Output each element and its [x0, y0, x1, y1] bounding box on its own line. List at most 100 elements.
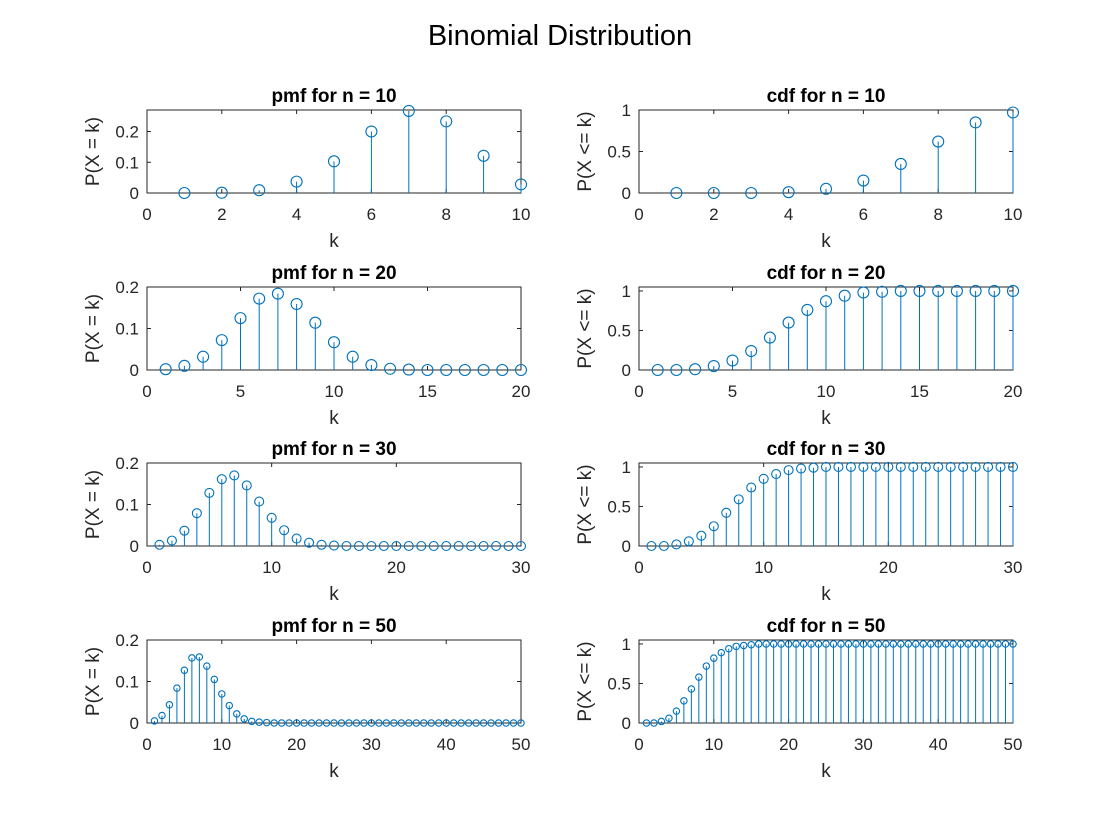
stem-marker: [814, 640, 823, 648]
subplot-5: 0 10 20 30 0 0.1 0.2 pmf for n = 30 k P(X = k): [83, 439, 530, 605]
x-axis-label: k: [329, 408, 339, 429]
stem-marker: [708, 521, 719, 532]
stem-marker: [950, 284, 963, 298]
x-tick-label: 50: [1004, 735, 1023, 754]
stem-marker: [747, 640, 755, 649]
stem-marker: [247, 717, 256, 726]
stem-marker: [440, 115, 453, 128]
stem-marker: [477, 363, 490, 377]
stem-marker: [710, 654, 718, 662]
stem-marker: [746, 482, 757, 493]
stem-marker: [971, 640, 980, 648]
stem-marker: [316, 539, 327, 550]
stem-marker: [732, 642, 740, 651]
x-tick-label: 10: [817, 382, 836, 401]
stem-marker: [412, 719, 421, 727]
stem-marker: [808, 462, 819, 473]
x-tick-label: 0: [634, 735, 643, 754]
y-tick-label: 0: [622, 361, 631, 380]
subplot-title: pmf for n = 20: [271, 263, 396, 284]
stem-marker: [514, 363, 528, 377]
y-axis-label: P(X = k): [83, 470, 104, 539]
stem-marker: [328, 540, 340, 551]
stem-marker: [292, 719, 301, 727]
stem-marker: [969, 116, 982, 129]
x-tick-label: 0: [634, 205, 643, 224]
stem-marker: [382, 719, 391, 727]
stem-marker: [487, 719, 495, 727]
x-axis-label: k: [821, 761, 831, 782]
stem-marker: [366, 540, 377, 552]
x-axis-label: k: [329, 761, 339, 782]
y-axis-label: P(X <= k): [575, 288, 596, 368]
stem-marker: [707, 186, 720, 200]
stem-marker: [933, 461, 944, 472]
stem-marker: [683, 536, 694, 547]
x-tick-label: 0: [142, 735, 151, 754]
stem-marker: [204, 487, 215, 498]
stem-marker: [932, 284, 945, 298]
stem-marker: [403, 540, 414, 552]
stem-marker: [215, 186, 228, 199]
y-tick-label: 0.5: [607, 674, 631, 693]
stem-marker: [515, 540, 527, 552]
stem-marker: [494, 719, 503, 727]
stem-marker: [670, 363, 683, 377]
stem-marker: [882, 640, 890, 648]
stem-marker: [421, 363, 434, 377]
stem-marker: [819, 295, 833, 308]
stem-marker: [166, 535, 177, 546]
stem-marker: [367, 719, 376, 727]
stem-marker: [889, 640, 898, 648]
subplot-1: 0 2 4 6 8 10 0 0.1 0.2 pmf for n = 10 k P(X = k): [83, 86, 530, 252]
subplot-title: cdf for n = 20: [767, 263, 886, 284]
stem-marker: [225, 701, 234, 710]
stem-marker: [502, 719, 510, 727]
y-tick-label: 0: [130, 361, 139, 380]
stem-marker: [440, 363, 453, 377]
stem-marker: [309, 316, 322, 329]
stem-marker: [941, 640, 950, 648]
stem-marker: [852, 640, 860, 648]
stem-marker: [979, 640, 987, 648]
stem-marker: [173, 684, 181, 692]
subplot-title: pmf for n = 50: [271, 616, 396, 637]
y-tick-label: 0.1: [115, 153, 139, 172]
stem-marker: [657, 717, 666, 726]
stem-marker: [503, 540, 514, 552]
stem-marker: [262, 718, 271, 727]
stem-marker: [745, 344, 758, 358]
stem-marker: [707, 359, 720, 373]
stem-marker: [165, 700, 174, 709]
stem-marker: [671, 539, 682, 550]
stem-marker: [650, 719, 658, 727]
stem-marker: [434, 719, 443, 727]
subplot-3: 0 5 10 15 20 0 0.1 0.2 pmf for n = 20 k P(X = k): [83, 263, 530, 429]
stem-marker: [179, 525, 190, 536]
x-tick-label: 50: [512, 735, 531, 754]
stem-marker: [203, 662, 211, 670]
stem-marker: [820, 461, 832, 472]
stem-marker: [375, 719, 383, 727]
y-tick-label: 0: [622, 184, 631, 203]
x-tick-label: 0: [142, 205, 151, 224]
stem-marker: [897, 640, 905, 648]
subplot-title: pmf for n = 10: [271, 86, 396, 107]
x-axis-label: k: [821, 408, 831, 429]
y-tick-label: 1: [622, 101, 631, 120]
stem-marker: [178, 186, 191, 200]
stem-marker: [441, 540, 452, 552]
stem-marker: [995, 461, 1006, 472]
stem-marker: [1001, 640, 1010, 648]
stem-marker: [478, 540, 489, 552]
y-tick-label: 0.2: [115, 454, 139, 473]
stem-marker: [932, 135, 945, 148]
stem-marker: [908, 461, 919, 472]
stem-marker: [838, 289, 851, 302]
stem-marker: [229, 470, 240, 481]
stem-marker: [807, 640, 815, 648]
y-axis-label: P(X = k): [83, 647, 104, 716]
stem-marker: [159, 363, 172, 376]
stem-marker: [285, 719, 293, 727]
stem-marker: [837, 640, 845, 648]
